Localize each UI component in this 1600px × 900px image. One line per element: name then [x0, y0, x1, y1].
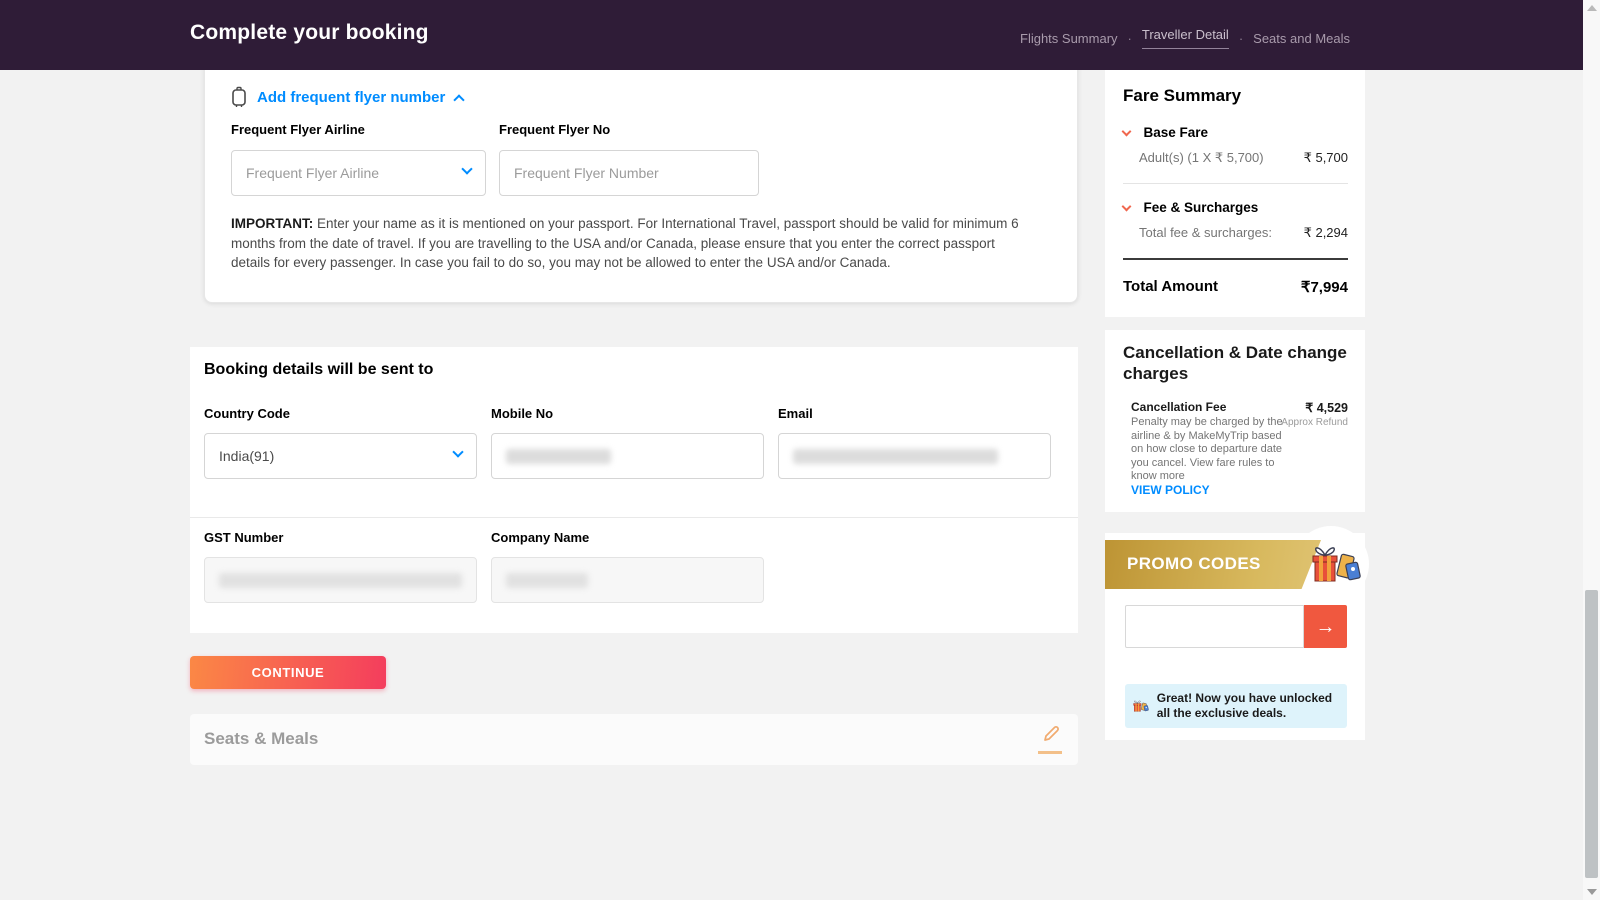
nav-separator: · — [1127, 30, 1132, 46]
company-name-label: Company Name — [491, 530, 590, 545]
fare-summary-title: Fare Summary — [1123, 86, 1242, 105]
chevron-down-icon — [452, 446, 464, 458]
redacted-company-value — [506, 572, 588, 588]
base-fare-label: Base Fare — [1143, 125, 1208, 140]
promo-code-input[interactable] — [1125, 605, 1304, 648]
cancellation-card: Cancellation & Date change charges Cance… — [1105, 330, 1365, 512]
fare-summary-card: Fare Summary Base Fare Adult(s) (1 X ₹ 5… — [1105, 64, 1365, 317]
seats-meals-section[interactable]: Seats & Meals — [190, 714, 1078, 765]
gst-number-label: GST Number — [204, 530, 284, 545]
scroll-down-arrow[interactable] — [1587, 889, 1597, 895]
frequent-flyer-toggle[interactable]: Add frequent flyer number — [231, 86, 466, 108]
base-fare-group[interactable]: Base Fare — [1121, 124, 1348, 142]
important-prefix: IMPORTANT: — [231, 216, 314, 231]
luggage-icon — [232, 86, 246, 107]
email-input[interactable] — [778, 433, 1051, 479]
nav-seats-and-meals[interactable]: Seats and Meals — [1253, 30, 1350, 46]
redacted-gst-value — [219, 572, 462, 588]
total-amount-value: ₹7,994 — [1300, 279, 1348, 296]
chevron-down-icon — [1121, 126, 1132, 137]
fee-row-label: Total fee & surcharges: — [1139, 225, 1272, 240]
promo-unlocked-banner: Great! Now you have unlocked all the exc… — [1125, 684, 1347, 728]
cancellation-description: Penalty may be charged by the airline & … — [1131, 416, 1283, 482]
cancellation-fee-label: Cancellation Fee — [1131, 400, 1227, 414]
promo-codes-banner — [1105, 540, 1321, 589]
chevron-down-icon — [1121, 201, 1132, 212]
frequent-flyer-airline-placeholder: Frequent Flyer Airline — [246, 165, 380, 181]
fee-surcharges-row: Total fee & surcharges: ₹ 2,294 — [1123, 225, 1348, 241]
base-fare-row-label: Adult(s) (1 X ₹ 5,700) — [1139, 150, 1264, 165]
approx-refund-note: Approx Refund — [1281, 417, 1348, 428]
frequent-flyer-toggle-label[interactable]: Add frequent flyer number — [257, 88, 446, 106]
booking-details-heading: Booking details will be sent to — [204, 361, 434, 378]
booking-details-section: Booking details will be sent to Country … — [190, 347, 1078, 633]
frequent-flyer-number-input[interactable] — [514, 165, 744, 181]
cancellation-fee-amount: ₹ 4,529 — [1305, 401, 1348, 415]
traveller-detail-card: Add frequent flyer number Frequent Flyer… — [204, 64, 1078, 303]
nav-separator: · — [1238, 30, 1244, 46]
seats-meals-heading: Seats & Meals — [204, 729, 319, 748]
scroll-up-arrow[interactable] — [1587, 5, 1597, 11]
passport-important-note: IMPORTANT: Enter your name as it is ment… — [231, 214, 1021, 273]
scrollbar-thumb[interactable] — [1585, 590, 1598, 878]
fee-surcharges-group[interactable]: Fee & Surcharges — [1121, 199, 1348, 217]
chevron-up-icon — [453, 93, 466, 106]
gst-number-input[interactable] — [204, 557, 477, 603]
promo-codes-card: PROMO CODES → — [1105, 526, 1369, 740]
view-policy-link[interactable]: VIEW POLICY — [1131, 483, 1210, 497]
mobile-no-input[interactable] — [491, 433, 764, 479]
company-name-input[interactable] — [491, 557, 764, 603]
booking-steps-nav: Flights Summary · Traveller Detail · Sea… — [1020, 27, 1350, 49]
promo-unlocked-message: Great! Now you have unlocked all the exc… — [1156, 691, 1333, 720]
cancellation-fee-row: Cancellation Fee ₹ 4,529 — [1131, 400, 1348, 415]
base-fare-amount: ₹ 5,700 — [1303, 150, 1348, 165]
chevron-down-icon — [461, 163, 473, 175]
important-text: Enter your name as it is mentioned on yo… — [231, 216, 1019, 270]
gift-icon — [1312, 547, 1361, 582]
edit-pencil-icon[interactable] — [1038, 724, 1064, 754]
continue-button[interactable]: CONTINUE — [190, 656, 386, 689]
fee-surcharges-label: Fee & Surcharges — [1143, 200, 1259, 215]
frequent-flyer-no-label: Frequent Flyer No — [499, 122, 611, 137]
divider — [1123, 183, 1348, 184]
promo-apply-button[interactable]: → — [1304, 605, 1347, 648]
fee-amount: ₹ 2,294 — [1303, 225, 1348, 240]
email-label: Email — [778, 406, 813, 421]
frequent-flyer-airline-select[interactable]: Frequent Flyer Airline — [231, 150, 486, 196]
frequent-flyer-airline-label: Frequent Flyer Airline — [231, 122, 365, 137]
country-code-value: India(91) — [219, 448, 275, 464]
promo-codes-banner-label: PROMO CODES — [1127, 554, 1261, 573]
mobile-no-label: Mobile No — [491, 406, 554, 421]
page-header: Complete your booking Flights Summary · … — [0, 0, 1600, 70]
redacted-email-value — [793, 448, 998, 464]
cancellation-title: Cancellation & Date change charges — [1123, 343, 1347, 383]
base-fare-row: Adult(s) (1 X ₹ 5,700) ₹ 5,700 — [1123, 150, 1348, 166]
country-code-label: Country Code — [204, 406, 290, 421]
nav-traveller-detail[interactable]: Traveller Detail — [1141, 27, 1229, 49]
frequent-flyer-number-field-wrap — [499, 150, 759, 196]
total-divider — [1123, 258, 1348, 260]
vertical-scrollbar[interactable] — [1583, 0, 1600, 900]
section-divider — [190, 517, 1078, 518]
promo-input-row: → — [1125, 605, 1347, 648]
total-amount-label: Total Amount — [1123, 278, 1218, 295]
gift-icon — [1133, 700, 1149, 712]
page-title: Complete your booking — [190, 21, 429, 44]
country-code-select[interactable]: India(91) — [204, 433, 477, 479]
redacted-mobile-value — [506, 448, 611, 464]
nav-flights-summary[interactable]: Flights Summary — [1020, 30, 1118, 46]
total-amount-row: Total Amount ₹7,994 — [1123, 278, 1348, 296]
